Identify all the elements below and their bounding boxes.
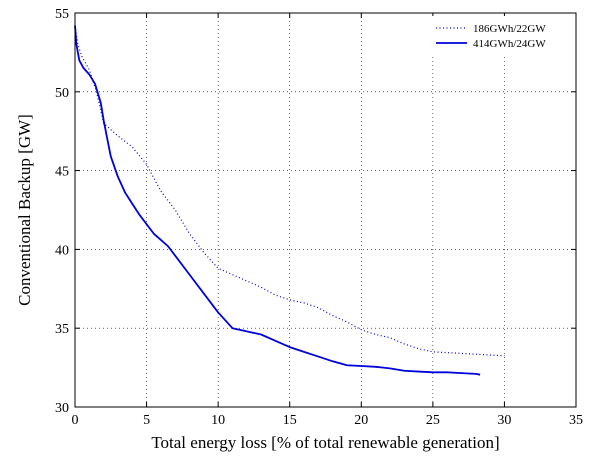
x-tick-label: 25 [426, 413, 440, 428]
y-tick-label: 40 [55, 243, 69, 258]
x-tick-label: 35 [569, 413, 583, 428]
y-axis-label: Conventional Backup [GW] [15, 114, 34, 306]
plot-frame [74, 12, 577, 408]
y-tick-label: 30 [55, 401, 69, 416]
grid-lines [75, 13, 576, 407]
y-tick-label: 45 [55, 165, 69, 180]
x-tick-labels: 0 5 10 15 20 25 30 35 [72, 413, 584, 428]
x-tick-label: 5 [143, 413, 150, 428]
x-tick-label: 30 [497, 413, 511, 428]
y-tick-label: 55 [55, 7, 69, 22]
x-tick-label: 0 [72, 413, 79, 428]
legend: 186GWh/22GW 414GWh/24GW [428, 16, 572, 54]
y-tick-label: 50 [55, 86, 69, 101]
y-tick-labels: 30 35 40 45 50 55 [55, 7, 69, 416]
x-axis-label: Total energy loss [% of total renewable … [151, 433, 499, 452]
legend-label-186gwh: 186GWh/22GW [473, 23, 546, 35]
y-tick-label: 35 [55, 322, 69, 337]
axis-ticks [74, 12, 577, 408]
chart-series [74, 25, 505, 376]
x-tick-label: 20 [354, 413, 368, 428]
legend-box [428, 16, 572, 54]
x-tick-label: 15 [283, 413, 297, 428]
series-line-1 [74, 25, 481, 376]
x-tick-label: 10 [211, 413, 225, 428]
series-line-0 [74, 25, 505, 357]
legend-label-414gwh: 414GWh/24GW [473, 38, 546, 50]
